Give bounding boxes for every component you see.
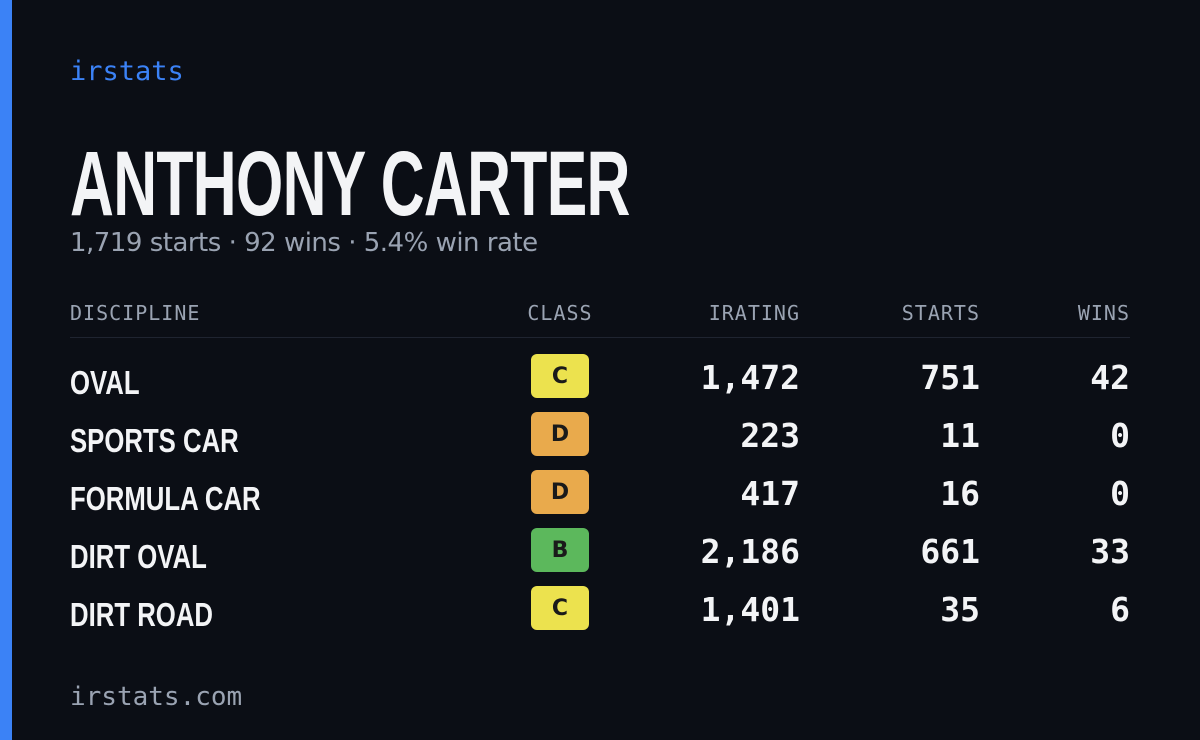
column-header: IRATING [708, 301, 800, 325]
stat-value: 0 [1110, 416, 1130, 455]
accent-bar [0, 0, 12, 740]
class-badge: D [531, 470, 589, 514]
stat-value: 223 [740, 416, 800, 455]
stat-value: 751 [920, 358, 980, 397]
class-badge: C [531, 586, 589, 630]
stat-value: 16 [940, 474, 980, 513]
stat-value: 42 [1090, 358, 1130, 397]
class-badge: B [531, 528, 589, 572]
header-rule [70, 337, 1130, 338]
stat-value: 6 [1110, 590, 1130, 629]
stat-value: 1,401 [700, 590, 800, 629]
driver-summary: 1,719 starts · 92 wins · 5.4% win rate [70, 228, 538, 258]
discipline: DIRT ROAD [70, 596, 213, 633]
column-header: STARTS [901, 301, 980, 325]
discipline: DIRT OVAL [70, 538, 207, 575]
column-header: WINS [1077, 301, 1130, 325]
driver-name: ANTHONY CARTER [70, 133, 630, 235]
stat-value: 33 [1090, 532, 1130, 571]
brand: irstats [70, 56, 184, 87]
class-badge: C [531, 354, 589, 398]
column-header: CLASS [527, 301, 593, 325]
footer: irstats.com [70, 682, 243, 712]
column-header: DISCIPLINE [70, 301, 201, 325]
stat-value: 35 [940, 590, 980, 629]
stat-value: 417 [740, 474, 800, 513]
class-badge: D [531, 412, 589, 456]
stat-value: 1,472 [700, 358, 800, 397]
discipline: OVAL [70, 364, 140, 401]
stat-value: 661 [920, 532, 980, 571]
stat-value: 0 [1110, 474, 1130, 513]
stat-value: 2,186 [700, 532, 800, 571]
discipline: FORMULA CAR [70, 480, 261, 517]
discipline: SPORTS CAR [70, 422, 239, 459]
stat-value: 11 [940, 416, 980, 455]
